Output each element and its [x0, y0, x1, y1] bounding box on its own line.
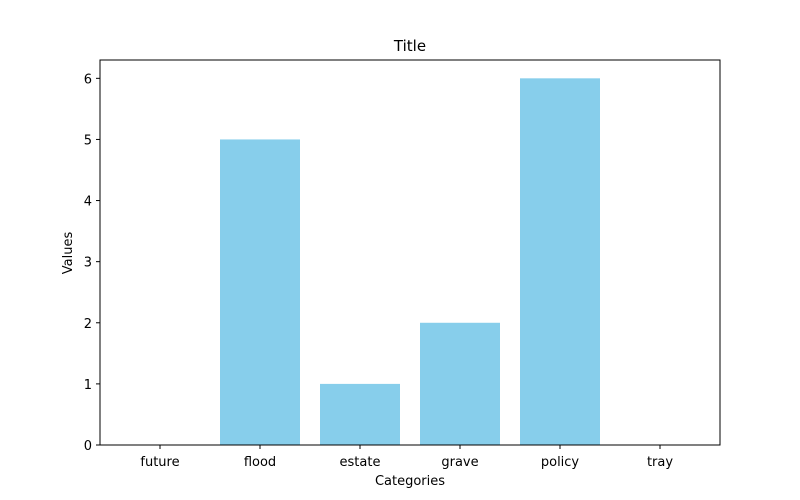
- y-tick-label: 5: [84, 133, 92, 148]
- y-tick-label: 2: [84, 317, 92, 332]
- x-tick-label: future: [140, 455, 179, 470]
- bar-flood: [220, 139, 300, 445]
- x-axis-label: Categories: [375, 474, 445, 489]
- y-tick-label: 3: [84, 256, 92, 271]
- y-tick-label: 0: [84, 439, 92, 454]
- x-ticks-group: future flood estate grave policy tray: [140, 445, 673, 470]
- y-ticks-group: 0 1 2 3 4 5 6: [84, 72, 100, 454]
- x-tick-label: estate: [340, 455, 381, 470]
- y-tick-label: 1: [84, 378, 92, 393]
- x-tick-label: flood: [244, 455, 276, 470]
- bar-estate: [320, 383, 400, 445]
- bars-group: [220, 78, 600, 445]
- x-tick-label: policy: [541, 455, 580, 470]
- bar-policy: [520, 78, 600, 445]
- y-tick-label: 6: [84, 72, 92, 87]
- x-tick-label: grave: [441, 455, 478, 470]
- chart-title: Title: [393, 37, 426, 55]
- x-tick-label: tray: [647, 455, 673, 470]
- bar-grave: [420, 322, 500, 445]
- plot-frame: [99, 59, 721, 446]
- y-axis-label: Values: [61, 232, 76, 275]
- y-tick-label: 4: [84, 195, 92, 210]
